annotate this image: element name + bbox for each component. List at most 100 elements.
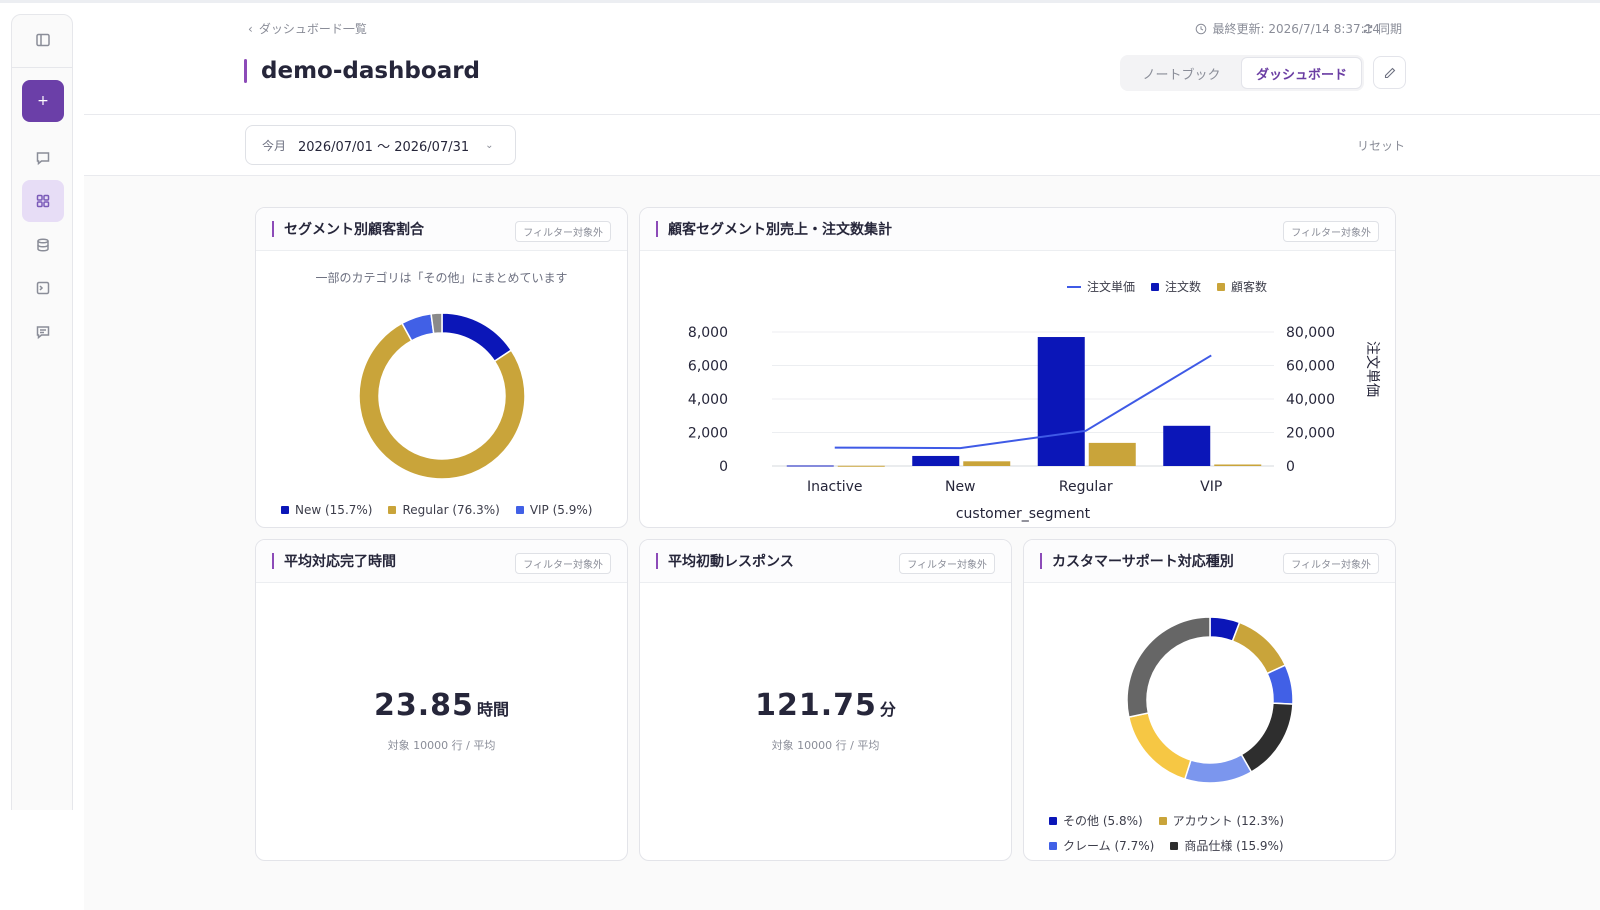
legend-item-regular: Regular (76.3%) (388, 503, 500, 517)
legend-label: 商品仕様 (15.9%) (1184, 839, 1284, 853)
donut-slice[interactable] (1127, 712, 1192, 781)
plus-icon: + (37, 93, 49, 109)
tab-dashboard[interactable]: ダッシュボード (1241, 57, 1362, 89)
legend-swatch (1151, 282, 1160, 291)
card-accent-bar (656, 221, 658, 237)
filter-exempt-badge: フィルター対象外 (1283, 221, 1379, 242)
card-accent-bar (272, 553, 274, 569)
unit-price-line[interactable] (834, 354, 1212, 450)
bar-customers[interactable] (837, 465, 885, 467)
legend-label: アカウント (12.3%) (1172, 814, 1284, 828)
last-updated: 最終更新: 2026/7/14 8:37:14 (1195, 20, 1380, 37)
left-tick-label: 4,000 (688, 392, 728, 408)
legend-swatch (281, 506, 289, 514)
header-divider (84, 114, 1600, 115)
legend-swatch (1158, 816, 1167, 825)
legend-label: VIP (5.9%) (529, 503, 593, 517)
card-header: 平均対応完了時間 フィルター対象外 (256, 540, 627, 583)
kpi-number: 121.75 (755, 688, 877, 723)
notes-icon[interactable] (22, 311, 64, 353)
support-legend-row1: その他 (5.8%) アカウント (12.3%) (1049, 812, 1284, 829)
legend-line-swatch (1067, 285, 1081, 288)
donut-slice[interactable] (1266, 664, 1294, 705)
legend-item-account: アカウント (12.3%) (1158, 812, 1284, 829)
right-tick-label: 0 (1286, 459, 1295, 475)
legend-item-customers: 顧客数 (1217, 278, 1267, 295)
card-title: 顧客セグメント別売上・注文数集計 (668, 222, 892, 238)
bar-orders[interactable] (912, 455, 960, 466)
database-icon[interactable] (22, 224, 64, 266)
card-segment-sales: 顧客セグメント別売上・注文数集計 フィルター対象外 注文単価 注文数 顧客数 8… (639, 207, 1396, 528)
bar-orders[interactable] (786, 465, 834, 467)
support-legend-row2: クレーム (7.7%) 商品仕様 (15.9%) (1049, 837, 1284, 854)
legend-item-orders: 注文数 (1151, 278, 1201, 295)
clock-icon (1195, 23, 1206, 34)
donut-slice[interactable] (1240, 702, 1294, 773)
legend-label: クレーム (7.7%) (1063, 839, 1155, 853)
panel-toggle-icon[interactable] (22, 19, 64, 61)
new-button[interactable]: + (22, 80, 64, 122)
legend-label: New (15.7%) (295, 503, 373, 517)
kpi-subtext: 対象 10000 行 / 平均 (387, 739, 496, 752)
edit-button[interactable] (1373, 56, 1406, 89)
kpi-value: 23.85 時間 (256, 688, 627, 723)
terminal-icon[interactable] (22, 267, 64, 309)
chevron-down-icon: ⌄ (485, 139, 494, 151)
donut-slice[interactable] (1126, 616, 1211, 718)
legend-label: 顧客数 (1231, 280, 1268, 294)
legend-item-product-spec: 商品仕様 (15.9%) (1170, 837, 1284, 854)
right-tick-label: 60,000 (1286, 359, 1335, 375)
filter-exempt-badge: フィルター対象外 (1283, 553, 1379, 574)
left-tick-label: 0 (719, 459, 728, 475)
legend-item-other: その他 (5.8%) (1049, 812, 1143, 829)
page-title: demo-dashboard (261, 58, 481, 84)
legend-item-new: New (15.7%) (281, 503, 372, 517)
donut-slice[interactable] (430, 312, 443, 335)
combo-chart: 8,000 80,000 6,000 60,000 4,000 40,000 2,000 20… (688, 325, 1380, 522)
bar-orders[interactable] (1163, 425, 1211, 466)
page-title-wrap: demo-dashboard (244, 58, 480, 84)
donut-slice[interactable] (358, 322, 526, 480)
legend-swatch (1217, 282, 1226, 291)
right-tick-label: 40,000 (1286, 392, 1335, 408)
card-header: セグメント別顧客割合 フィルター対象外 (256, 208, 627, 251)
kpi-subtext: 対象 10000 行 / 平均 (771, 739, 880, 752)
tab-notebook[interactable]: ノートブック (1142, 67, 1221, 83)
donut-slice[interactable] (1183, 753, 1253, 784)
sync-button[interactable]: 同期 (1362, 20, 1402, 37)
donut-slice[interactable] (441, 312, 513, 363)
legend-item-complaint: クレーム (7.7%) (1049, 837, 1154, 854)
card-title: 平均初動レスポンス (668, 554, 794, 570)
legend-label: 注文単価 (1087, 280, 1136, 294)
date-range-value: 2026/07/01 〜 2026/07/31 (298, 139, 470, 155)
bar-customers[interactable] (963, 461, 1011, 466)
view-toggle: ノートブック ダッシュボード (1120, 55, 1364, 91)
legend-label: Regular (76.3%) (402, 503, 500, 517)
legend-swatch (388, 506, 397, 514)
reset-button[interactable]: リセット (1356, 139, 1405, 153)
legend-label: その他 (5.8%) (1063, 814, 1143, 828)
segment-legend: New (15.7%) Regular (76.3%) VIP (5.9%) (281, 503, 592, 517)
back-link-label: ダッシュボード一覧 (258, 22, 367, 36)
date-range-picker[interactable]: 今月 2026/07/01 〜 2026/07/31 ⌄ (245, 125, 516, 165)
donut-slice[interactable] (1231, 621, 1287, 675)
bar-orders[interactable] (1037, 337, 1085, 466)
legend-swatch (1170, 841, 1179, 850)
period-label: 今月 (262, 138, 287, 153)
bar-customers[interactable] (1088, 442, 1136, 466)
right-tick-label: 80,000 (1286, 325, 1335, 341)
dashboard-icon[interactable] (22, 180, 64, 222)
card-avg-response: 平均初動レスポンス フィルター対象外 121.75 分 対象 10000 行 / … (639, 539, 1012, 861)
y2-axis-label: 注文単価 (1364, 341, 1380, 397)
legend-swatch (515, 506, 524, 514)
back-link[interactable]: ‹ ダッシュボード一覧 (248, 20, 367, 37)
card-title: カスタマーサポート対応種別 (1052, 554, 1234, 570)
pencil-icon (1384, 67, 1395, 78)
chat-icon[interactable] (22, 137, 64, 179)
card-accent-bar (1040, 553, 1042, 569)
title-accent-bar (244, 59, 247, 83)
legend-swatch (1049, 841, 1057, 850)
left-tick-label: 2,000 (688, 426, 728, 442)
filter-exempt-badge: フィルター対象外 (515, 221, 611, 242)
bar-customers[interactable] (1214, 464, 1262, 466)
